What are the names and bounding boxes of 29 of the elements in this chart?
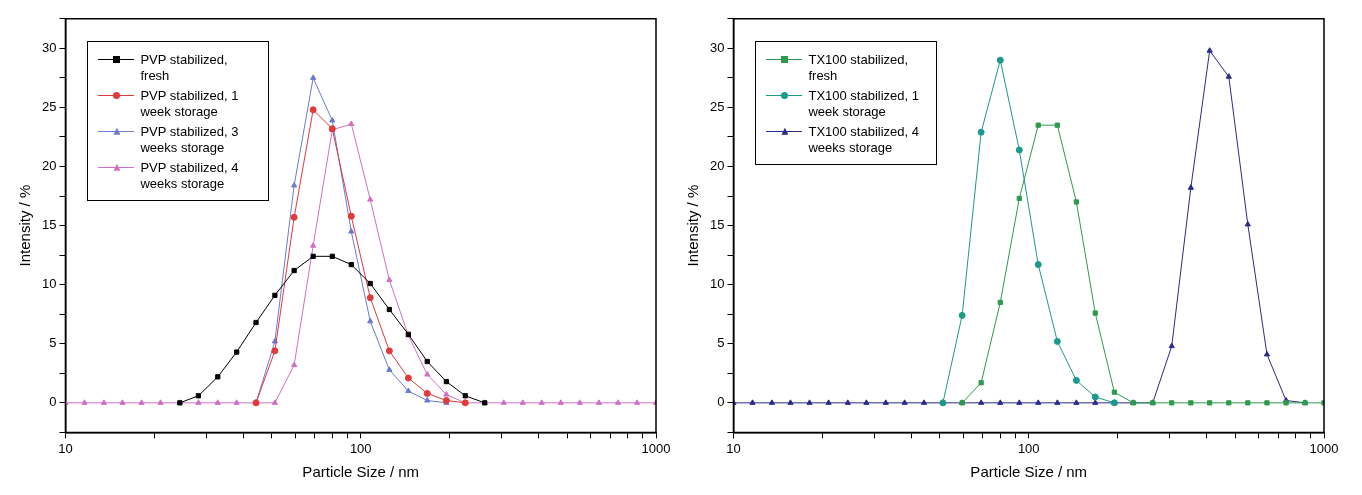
- y-tick-label: 25: [41, 99, 57, 115]
- legend-label: TX100 stabilized, fresh: [808, 51, 910, 84]
- legend-label: PVP stabilized, 3 weeks storage: [140, 123, 240, 156]
- y-tick-label: 0: [49, 394, 57, 410]
- x-tick-label: 100: [349, 440, 372, 456]
- x-tick-label: 100: [1017, 440, 1040, 456]
- x-axis-title: Particle Size / nm: [970, 463, 1088, 481]
- y-tick-label: 20: [709, 158, 725, 174]
- y-tick-label: 15: [709, 217, 725, 233]
- y-tick-label: 15: [41, 217, 57, 233]
- y-tick-label: 10: [41, 276, 57, 292]
- x-axis-title: Particle Size / nm: [302, 463, 420, 481]
- y-tick-label: 25: [709, 99, 725, 115]
- legend-label: PVP stabilized, 4 weeks storage: [140, 159, 240, 192]
- legend-label: TX100 stabilized, 4 weeks storage: [808, 123, 921, 156]
- y-tick-label: 0: [717, 394, 725, 410]
- y-tick-label: 5: [49, 335, 57, 351]
- y-tick-label: 10: [709, 276, 725, 292]
- y-axis-title: Intensity / %: [16, 184, 34, 267]
- x-tick-label: 1000: [641, 440, 671, 456]
- y-tick-label: 5: [717, 335, 725, 351]
- y-axis-title: Intensity / %: [684, 184, 702, 267]
- y-tick-label: 30: [709, 39, 725, 55]
- y-tick-label: 20: [41, 158, 57, 174]
- y-tick-label: 30: [41, 39, 57, 55]
- legend-label: TX100 stabilized, 1 week storage: [808, 87, 921, 120]
- legend-label: PVP stabilized, 1 week storage: [140, 87, 240, 120]
- x-tick-label: 1000: [1309, 440, 1339, 456]
- legend-label: PVP stabilized, fresh: [140, 51, 229, 84]
